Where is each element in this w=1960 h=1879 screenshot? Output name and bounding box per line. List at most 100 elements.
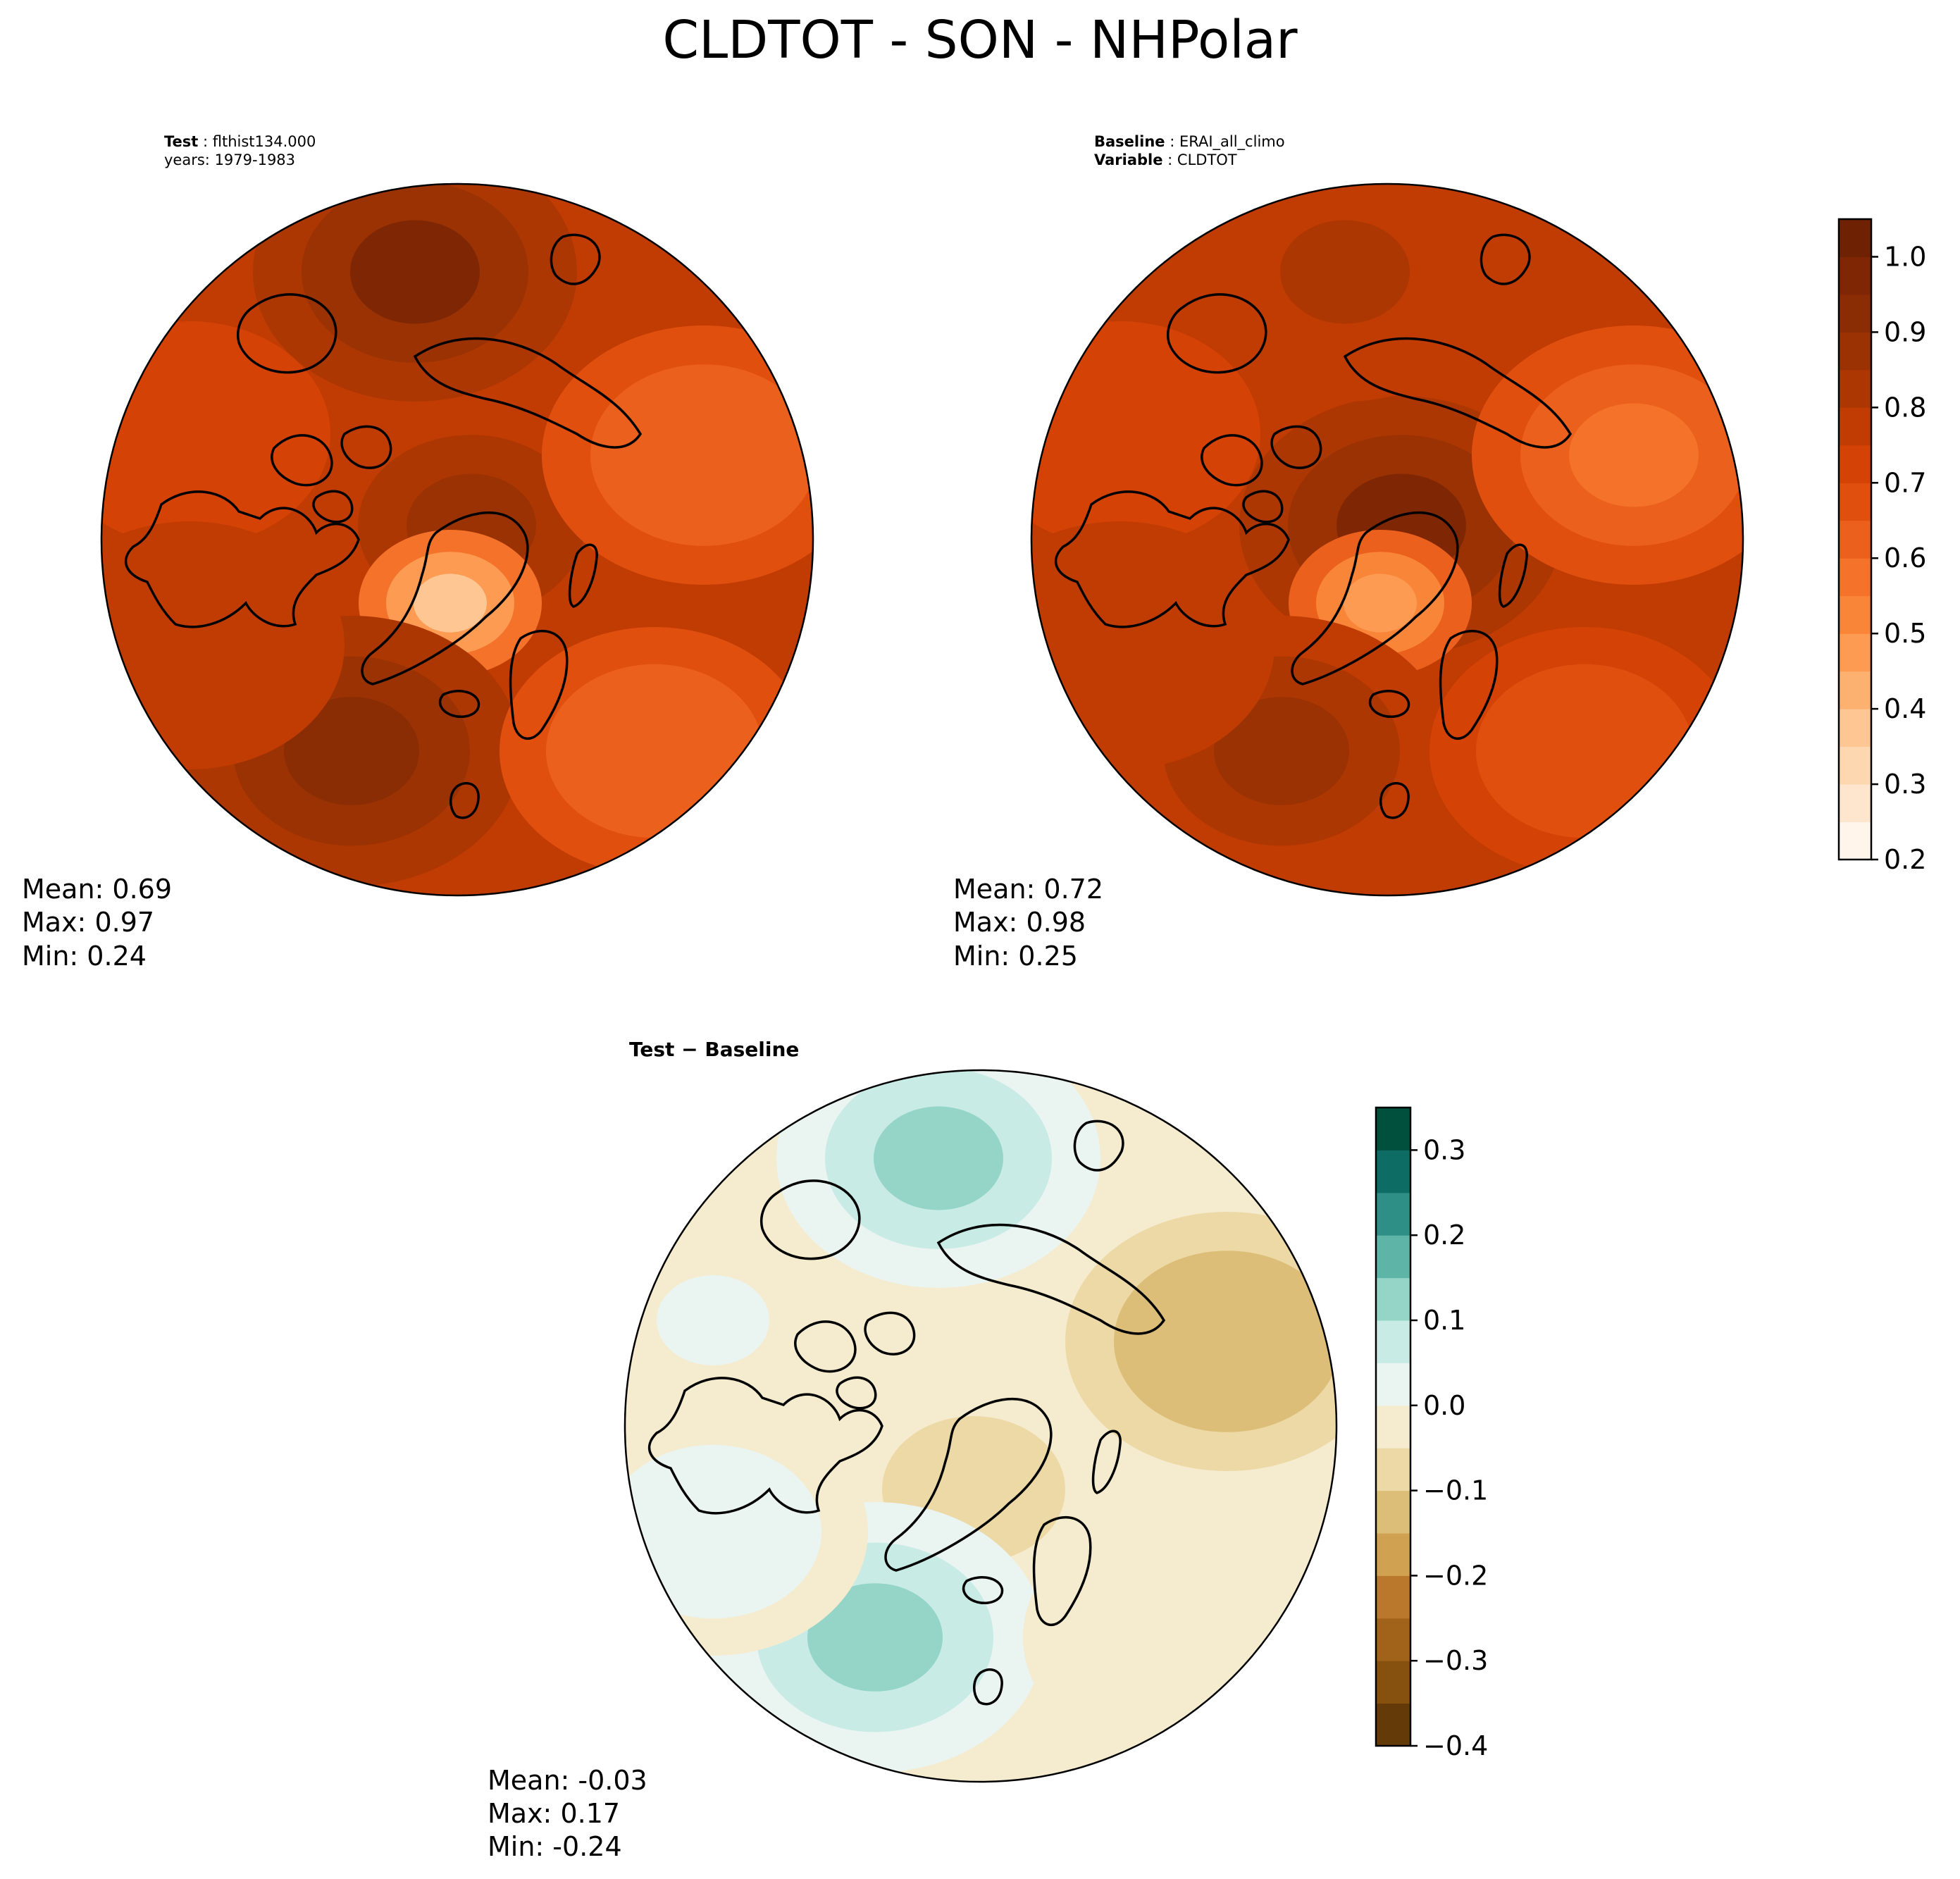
colorbar-difference-segment (1376, 1363, 1410, 1406)
colorbar-absolute-segment (1839, 407, 1871, 446)
colorbar-difference-tick-label: −0.2 (1423, 1560, 1488, 1591)
colorbar-difference-tick-label: −0.3 (1423, 1645, 1488, 1676)
test-header-value-1: flthist134.000 (213, 133, 316, 150)
colorbar-absolute-tick-label: 0.6 (1884, 542, 1926, 573)
baseline-header-line-1: Baseline : ERAI_all_climo (1094, 133, 1285, 151)
baseline-panel: Baseline : ERAI_all_climo Variable : CLD… (953, 133, 1744, 972)
test-max: Max: 0.97 (22, 907, 154, 938)
test-field-region-siberia (639, 403, 769, 507)
colorbar-absolute-tick-label: 0.2 (1884, 844, 1926, 875)
test-field-region-north-pacific (350, 220, 480, 324)
baseline-field-region-greenland (1344, 573, 1417, 633)
colorbar-absolute-tick-label: 0.9 (1884, 316, 1926, 347)
colorbar-absolute-segment (1839, 558, 1871, 597)
colorbar-absolute-segment (1839, 746, 1871, 785)
colorbar-absolute-frame (1837, 218, 1873, 861)
baseline-header-line-2: Variable : CLDTOT (1094, 151, 1237, 168)
test-map-boundary (100, 182, 814, 897)
colorbar-difference-segment (1376, 1235, 1410, 1279)
colorbar-absolute-segment (1839, 332, 1871, 371)
baseline-field-region-europe (1522, 701, 1646, 801)
baseline-field-region-siberia (1569, 403, 1699, 507)
test-min: Min: 0.24 (22, 941, 147, 972)
colorbar-absolute-segment (1839, 671, 1871, 709)
colorbar-difference-segment (1376, 1277, 1410, 1321)
difference-panel: Test − Baseline Mean: -0.03 Max: 0.17 Mi… (488, 1038, 1338, 1862)
difference-map-boundary (624, 1069, 1338, 1783)
baseline-header-key-1: Baseline (1094, 133, 1165, 150)
colorbar-difference-tick-label: 0.1 (1423, 1305, 1465, 1336)
baseline-field-region-canada (1057, 595, 1181, 695)
difference-field-region-alaska (657, 1275, 769, 1365)
colorbar-difference-segment (1376, 1618, 1410, 1661)
test-field-region-canada (128, 595, 252, 695)
colorbar-difference-segment (1376, 1533, 1410, 1576)
colorbar-difference: −0.4 −0.3 −0.2 −0.1 0.0 0.1 0.2 0.3 (1375, 1106, 1488, 1761)
colorbar-absolute-tick-label: 0.4 (1884, 693, 1926, 724)
baseline-field (1031, 184, 1743, 895)
colorbar-difference-segment (1376, 1320, 1410, 1363)
colorbar-absolute-tick-label: 1.0 (1884, 241, 1926, 272)
baseline-header-key-2: Variable (1094, 151, 1162, 168)
baseline-min: Min: 0.25 (953, 941, 1078, 972)
difference-field-region-greenland (937, 1460, 1010, 1519)
baseline-field-region-alaska (1063, 389, 1176, 479)
baseline-max: Max: 0.98 (953, 907, 1086, 938)
colorbar-absolute-tick-label: 0.8 (1884, 392, 1926, 423)
difference-header: Test − Baseline (629, 1038, 799, 1061)
colorbar-absolute-segment (1839, 256, 1871, 295)
colorbar-difference-segment (1376, 1490, 1410, 1534)
colorbar-difference-segment (1376, 1192, 1410, 1236)
test-field (101, 184, 813, 895)
colorbar-absolute-segment (1839, 445, 1871, 483)
colorbar-absolute-segment (1839, 784, 1871, 823)
colorbar-absolute-tick-label: 0.7 (1884, 467, 1926, 498)
difference-min: Min: -0.24 (488, 1831, 622, 1862)
difference-field-region-north-pacific (874, 1106, 1003, 1210)
colorbar-absolute-segment (1839, 709, 1871, 748)
baseline-field-region-north-pacific (1280, 220, 1410, 324)
baseline-mean: Mean: 0.72 (953, 874, 1103, 905)
colorbar-absolute-tick-label: 0.3 (1884, 769, 1926, 800)
difference-field-region-canada (651, 1482, 775, 1582)
colorbar-absolute-tick-label: 0.5 (1884, 618, 1926, 649)
test-header-line-1: Test : flthist134.000 (164, 133, 316, 150)
colorbar-difference-tick-label: −0.4 (1423, 1730, 1488, 1761)
test-header-value-2: 1979-1983 (215, 151, 295, 168)
baseline-map-boundary (1030, 182, 1744, 897)
colorbar-absolute-segment (1839, 821, 1871, 860)
colorbar-absolute-segment (1839, 483, 1871, 521)
colorbar-difference-segment (1376, 1703, 1410, 1747)
colorbar-difference-segment (1376, 1575, 1410, 1619)
test-header-key-2: years (164, 151, 205, 168)
colorbar-difference-tick-label: 0.3 (1423, 1134, 1465, 1165)
colorbar-difference-segment (1376, 1150, 1410, 1193)
test-field-region-north-atlantic (284, 697, 419, 805)
test-field-region-europe (593, 701, 717, 801)
colorbar-difference-tick-label: 0.0 (1423, 1390, 1465, 1421)
difference-map (625, 1070, 1336, 1782)
colorbar-absolute: 0.2 0.3 0.4 0.5 0.6 0.7 0.8 0.9 1.0 (1837, 218, 1926, 875)
figure-title: CLDTOT - SON - NHPolar (662, 10, 1298, 70)
difference-mean: Mean: -0.03 (488, 1765, 647, 1796)
baseline-map (1031, 184, 1743, 895)
colorbar-absolute-segment (1839, 595, 1871, 634)
test-header-line-2: years: 1979-1983 (164, 151, 295, 168)
colorbar-difference-frame (1375, 1106, 1412, 1747)
colorbar-absolute-segment (1839, 219, 1871, 257)
test-mean: Mean: 0.69 (22, 874, 172, 905)
colorbar-difference-segment (1376, 1405, 1410, 1449)
colorbar-absolute-segment (1839, 294, 1871, 333)
test-header-key-1: Test (164, 133, 198, 150)
test-field-region-alaska (133, 389, 246, 479)
colorbar-absolute-segment (1839, 369, 1871, 408)
baseline-header-value-2: CLDTOT (1177, 151, 1237, 168)
colorbar-difference-segment (1376, 1448, 1410, 1492)
colorbar-absolute-segment (1839, 520, 1871, 559)
test-field-region-greenland (414, 573, 487, 633)
test-map (101, 184, 813, 895)
colorbar-difference-segment (1376, 1108, 1410, 1151)
baseline-header-value-1: ERAI_all_climo (1179, 133, 1285, 151)
difference-max: Max: 0.17 (488, 1798, 620, 1829)
